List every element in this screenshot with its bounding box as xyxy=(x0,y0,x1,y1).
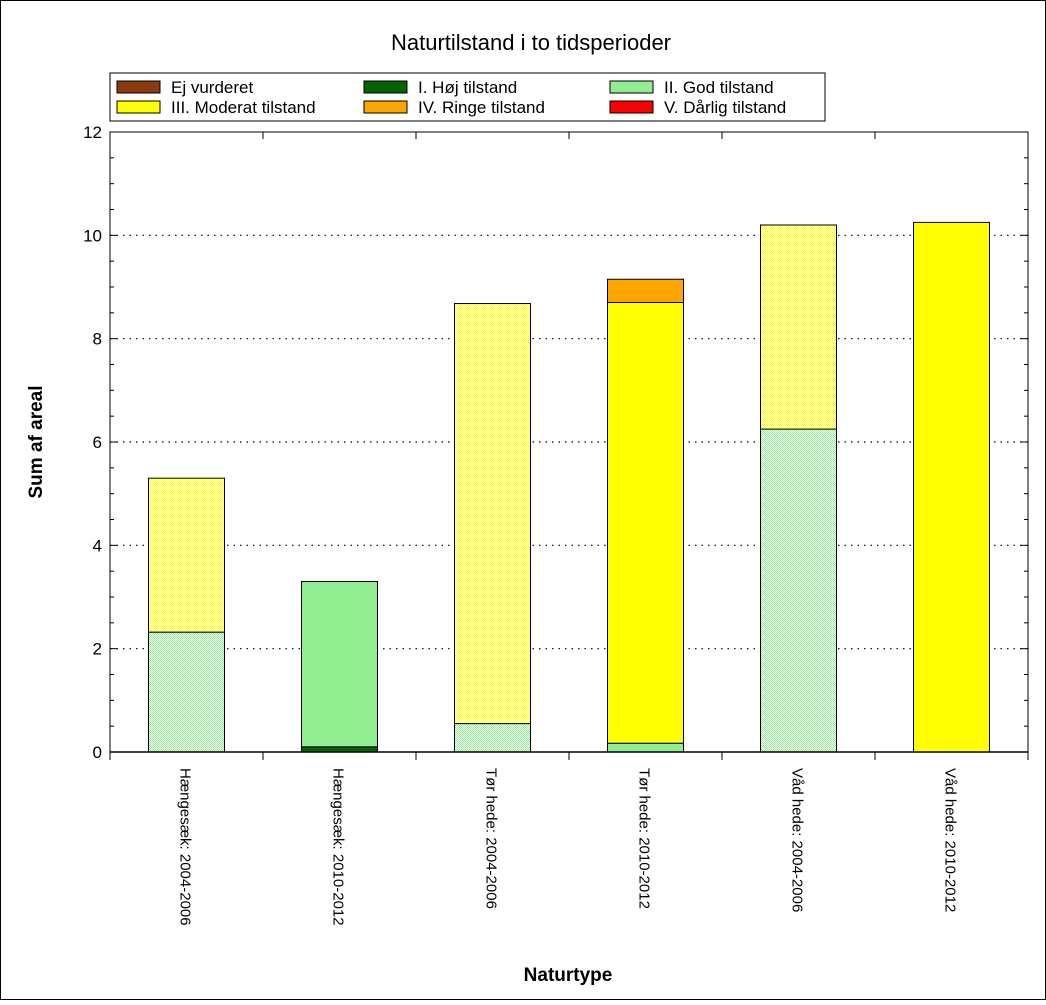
legend-label-0: Ej vurderet xyxy=(171,78,253,97)
legend-label-2: II. God tilstand xyxy=(664,78,774,97)
y-tick-label-5: 10 xyxy=(83,226,102,245)
axes: 0 2 4 6 8 10 12 Hængesæk: 2004-2006 Hængesæk: 20… xyxy=(83,123,1029,926)
legend-label-3: III. Moderat tilstand xyxy=(171,98,316,117)
legend-label-5: V. Dårlig tilstand xyxy=(664,98,786,117)
y-tick-label-4: 8 xyxy=(93,330,102,349)
y-tick-label-3: 6 xyxy=(93,433,102,452)
category-label-0: Hængesæk: 2004-2006 xyxy=(177,768,194,926)
legend-swatch-0 xyxy=(116,80,161,94)
category-label-5: Våd hede: 2010-2012 xyxy=(942,768,959,912)
legend-box xyxy=(109,72,826,122)
chart-title: Naturtilstand i to tidsperioder xyxy=(391,30,671,55)
legend-swatch-3 xyxy=(116,100,161,114)
category-label-4: Våd hede: 2004-2006 xyxy=(789,768,806,912)
legend-swatch-2 xyxy=(609,80,654,94)
bar-1-series-1 xyxy=(301,746,378,753)
bar-3-series-4 xyxy=(607,278,684,303)
bar-3-series-2 xyxy=(607,742,684,753)
legend-swatch-4 xyxy=(363,100,408,114)
legend: Ej vurderet I. Høj tilstand II. God tilsta… xyxy=(109,72,826,122)
x-axis-label: Naturtype xyxy=(524,965,613,986)
bar-0-series-2 xyxy=(148,631,225,753)
legend-label-4: IV. Ringe tilstand xyxy=(418,98,545,117)
category-label-1: Hængesæk: 2010-2012 xyxy=(330,768,347,926)
y-tick-label-2: 4 xyxy=(93,536,102,555)
bar-5-series-3 xyxy=(913,221,990,753)
bar-1-series-2 xyxy=(301,581,378,748)
legend-label-1: I. Høj tilstand xyxy=(418,78,517,97)
bar-3-series-3 xyxy=(607,302,684,744)
category-label-3: Tør hede: 2010-2012 xyxy=(636,768,653,909)
category-label-2: Tør hede: 2004-2006 xyxy=(483,768,500,909)
bar-4-series-3 xyxy=(760,224,837,430)
bar-2-series-3 xyxy=(454,303,531,725)
bar-4-series-2 xyxy=(760,428,837,753)
y-tick-label-1: 2 xyxy=(93,640,102,659)
y-axis-label: Sum af areal xyxy=(26,386,47,499)
legend-swatch-5 xyxy=(609,100,654,114)
y-tick-label-6: 12 xyxy=(83,123,102,142)
legend-swatch-1 xyxy=(363,80,408,94)
bar-0-series-3 xyxy=(148,477,225,633)
y-tick-label-0: 0 xyxy=(93,743,102,762)
bars xyxy=(148,221,990,753)
bar-2-series-2 xyxy=(454,723,531,753)
